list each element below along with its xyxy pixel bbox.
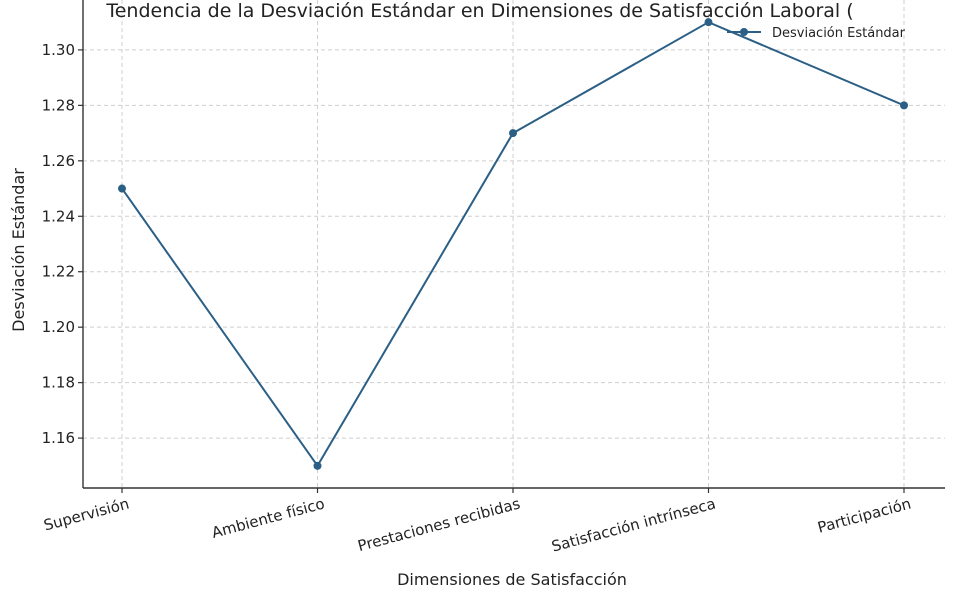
- x-tick-label: Participación: [816, 494, 913, 536]
- data-point: [118, 184, 126, 193]
- data-point: [313, 461, 322, 470]
- chart-title: Tendencia de la Desviación Estándar en D…: [105, 0, 853, 22]
- legend-dot-marker: [740, 28, 748, 36]
- legend: Desviación Estándar: [727, 26, 906, 41]
- y-tick-label: 1.24: [42, 207, 75, 225]
- x-tick-label: Ambiente físico: [210, 494, 327, 541]
- y-axis-label: Desviación Estándar: [9, 168, 28, 332]
- y-tick-label: 1.28: [42, 96, 75, 114]
- y-tick-label: 1.26: [42, 152, 75, 170]
- data-point: [900, 101, 908, 110]
- x-tick-label: Satisfacción intrínseca: [550, 494, 718, 555]
- y-tick-label: 1.22: [42, 263, 75, 281]
- grid-lines: [83, 0, 945, 488]
- y-tick-label: 1.18: [42, 374, 75, 392]
- series-layer: [118, 18, 908, 470]
- x-axis-label: Dimensiones de Satisfacción: [397, 570, 627, 589]
- legend-label: Desviación Estándar: [772, 26, 906, 41]
- x-axis-ticks: Supervisión Ambiente físico Prestaciones r…: [42, 488, 913, 556]
- y-axis-ticks: 1.16 1.18 1.20 1.22 1.24 1.26 1.28 1.30: [42, 41, 83, 447]
- y-tick-label: 1.20: [42, 318, 75, 336]
- data-point: [509, 129, 517, 138]
- x-tick-label: Supervisión: [42, 494, 131, 534]
- y-tick-label: 1.30: [42, 41, 75, 59]
- data-point: [704, 18, 713, 27]
- y-tick-label: 1.16: [42, 429, 75, 447]
- x-tick-label: Prestaciones recibidas: [356, 494, 522, 555]
